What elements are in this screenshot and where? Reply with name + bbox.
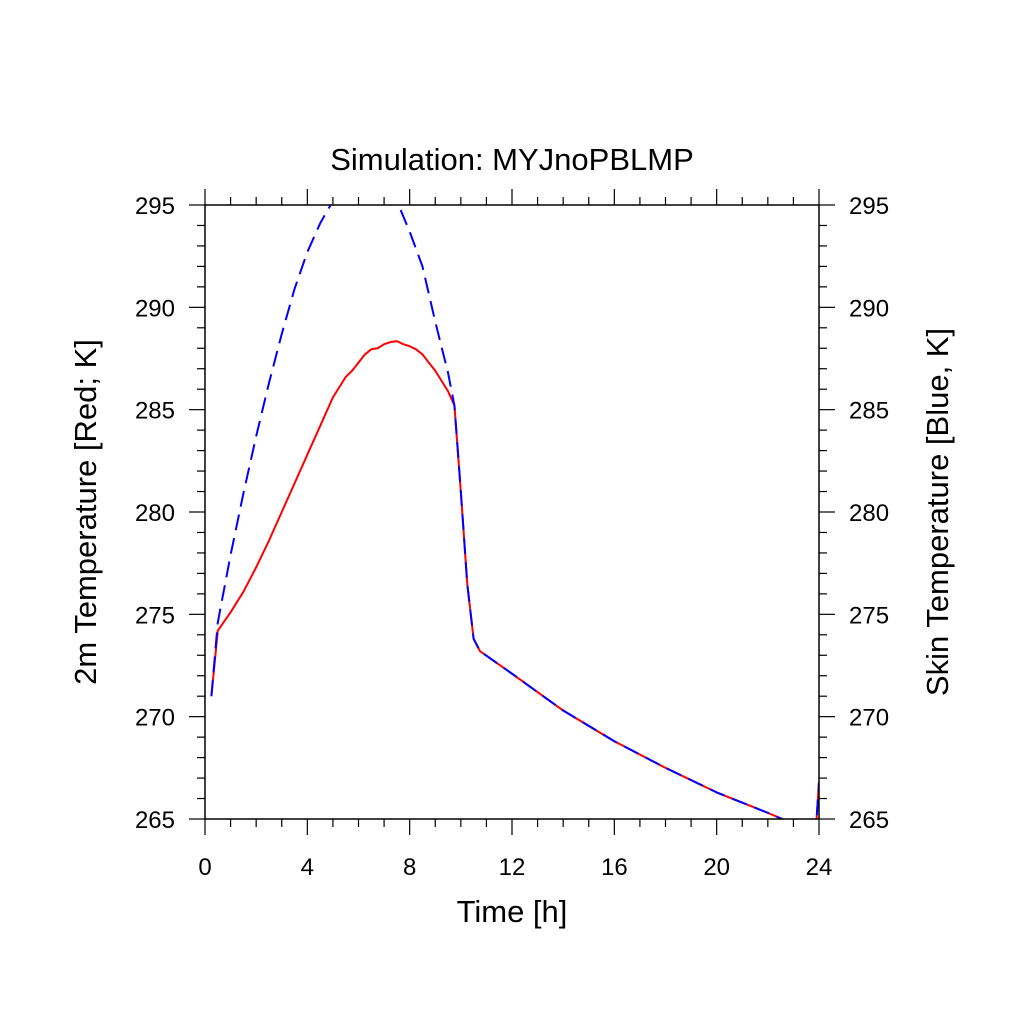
x-tick-label: 0	[198, 854, 211, 881]
x-tick-label: 4	[301, 854, 314, 881]
y-tick-label-left: 290	[135, 295, 175, 322]
y-tick-label-right: 295	[849, 193, 889, 220]
y-axis-label-right: Skin Temperature [Blue, K]	[920, 328, 955, 696]
x-tick-label: 16	[601, 854, 628, 881]
series-layer	[210, 205, 819, 819]
series-line-0	[210, 340, 819, 819]
y-tick-label-right: 270	[849, 705, 889, 732]
y-tick-label-left: 270	[135, 705, 175, 732]
y-tick-label-left: 275	[135, 602, 175, 629]
y-tick-label-left: 280	[135, 500, 175, 527]
y-tick-label-left: 295	[135, 193, 175, 220]
x-tick-label: 24	[806, 854, 833, 881]
ticks-layer	[189, 189, 835, 835]
plot-frame	[204, 204, 820, 820]
y-tick-label-right: 275	[849, 602, 889, 629]
y-tick-label-left: 285	[135, 398, 175, 425]
y-axis-label-left: 2m Temperature [Red; K]	[68, 339, 103, 685]
x-tick-label: 20	[703, 854, 730, 881]
y-tick-label-right: 285	[849, 398, 889, 425]
tick-labels-layer: 0 4 8 12 16 20 24 265 265 270 270 275 275 280 280 285 28…	[135, 193, 889, 881]
series-line-1	[210, 205, 819, 819]
chart-title: Simulation: MYJnoPBLMP	[330, 142, 694, 177]
y-tick-label-left: 265	[135, 807, 175, 834]
y-tick-label-right: 265	[849, 807, 889, 834]
x-tick-label: 12	[499, 854, 526, 881]
y-tick-label-right: 280	[849, 500, 889, 527]
x-tick-label: 8	[403, 854, 416, 881]
x-axis-label: Time [h]	[457, 894, 568, 929]
y-tick-label-right: 290	[849, 295, 889, 322]
